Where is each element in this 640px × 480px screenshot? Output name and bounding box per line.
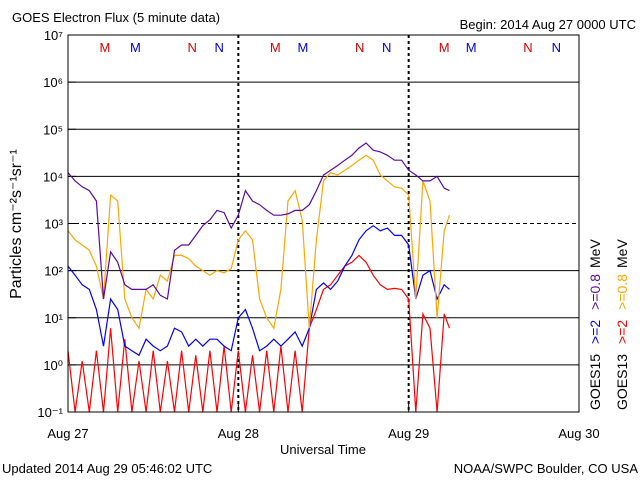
marker-label: N xyxy=(355,40,364,55)
marker-label: M xyxy=(466,40,477,55)
marker-label: N xyxy=(523,40,532,55)
legend-satellite: GOES15 xyxy=(587,354,603,410)
y-tick-label: 10³ xyxy=(44,217,63,232)
y-tick-label: 10¹ xyxy=(44,311,63,326)
y-tick-label: 10² xyxy=(44,264,63,279)
legend-entry: >=0.8 xyxy=(587,274,603,310)
legend-entry: >=2 xyxy=(614,320,630,344)
y-tick-label: 10⁷ xyxy=(44,28,63,43)
legend-satellite: GOES13 xyxy=(614,354,630,410)
marker-label: M xyxy=(439,40,450,55)
series-line xyxy=(68,142,450,300)
x-tick-label: Aug 27 xyxy=(47,426,88,441)
series-line xyxy=(68,254,451,412)
marker-label: N xyxy=(552,40,561,55)
x-axis-label: Universal Time xyxy=(280,442,366,457)
legend-entry: >=0.8 xyxy=(614,274,630,310)
marker-label: N xyxy=(188,40,197,55)
series-line xyxy=(68,154,451,330)
x-tick-label: Aug 28 xyxy=(218,426,259,441)
y-tick-label: 10⁰ xyxy=(43,358,63,373)
y-axis-label: Particles cm⁻²s⁻¹sr⁻¹ xyxy=(8,149,25,299)
plot-frame xyxy=(67,34,580,413)
marker-label: M xyxy=(297,40,308,55)
legend-unit: MeV xyxy=(587,239,603,268)
y-tick-label: 10⁶ xyxy=(43,75,63,90)
series-line xyxy=(68,224,450,357)
legend-entry: >=2 xyxy=(587,320,603,344)
legend: GOES13 >=2 >=0.8 MeV xyxy=(614,239,630,410)
x-tick-label: Aug 29 xyxy=(388,426,429,441)
x-tick-label: Aug 30 xyxy=(558,426,599,441)
marker-label: N xyxy=(382,40,391,55)
y-tick-label: 10⁻¹ xyxy=(37,405,63,420)
marker-label: M xyxy=(130,40,141,55)
marker-label: M xyxy=(99,40,110,55)
y-tick-label: 10⁴ xyxy=(43,169,63,184)
chart-subtitle: Begin: 2014 Aug 27 0000 UTC xyxy=(460,17,636,32)
marker-label: M xyxy=(270,40,281,55)
y-tick-label: 10⁵ xyxy=(43,122,63,137)
footer-left: Updated 2014 Aug 29 05:46:02 UTC xyxy=(2,461,212,476)
legend-unit: MeV xyxy=(614,239,630,268)
legend: GOES15 >=2 >=0.8 MeV xyxy=(587,239,603,410)
chart-title: GOES Electron Flux (5 minute data) xyxy=(12,10,220,25)
footer-right: NOAA/SWPC Boulder, CO USA xyxy=(454,461,639,476)
marker-label: N xyxy=(214,40,223,55)
